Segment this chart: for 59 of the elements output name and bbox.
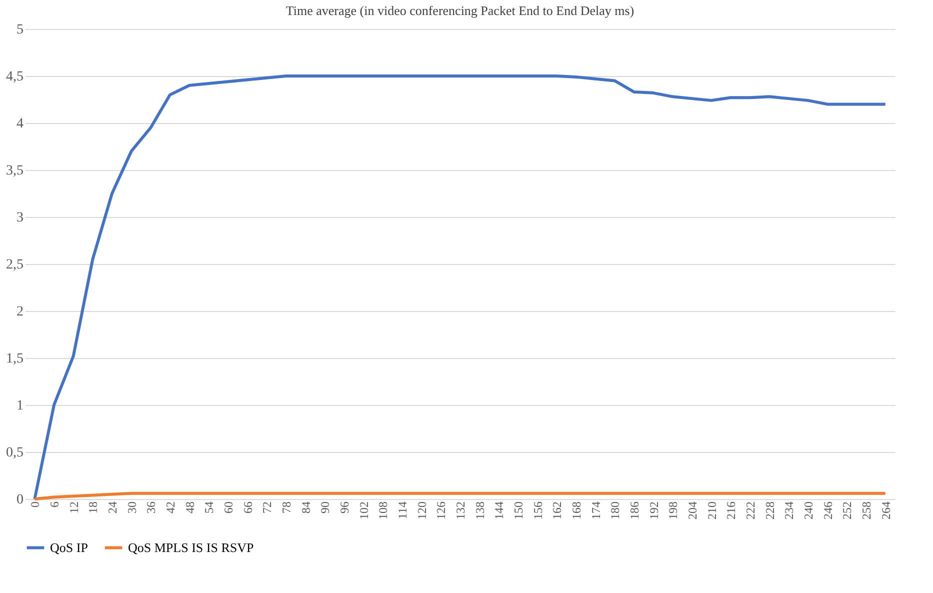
x-tick-label: 6 xyxy=(48,502,62,508)
x-tick-label: 210 xyxy=(704,502,719,520)
x-tick-label: 90 xyxy=(318,502,332,514)
x-tick-label: 126 xyxy=(434,502,448,520)
x-tick-label: 174 xyxy=(588,502,603,520)
x-tick-label: 96 xyxy=(338,502,352,514)
x-tick-label: 12 xyxy=(66,502,81,514)
y-tick-label: 1,5 xyxy=(6,352,24,366)
x-tick-label: 240 xyxy=(802,502,816,520)
x-tick-label: 54 xyxy=(202,502,216,514)
chart-title: Time average (in video conferencing Packet End to End Delay ms) xyxy=(286,3,634,18)
legend-label: QoS MPLS IS IS RSVP xyxy=(128,540,254,555)
y-tick-label: 5 xyxy=(16,22,24,38)
x-tick-label: 144 xyxy=(492,502,506,520)
x-tick-label: 36 xyxy=(144,502,158,514)
x-tick-label: 156 xyxy=(530,502,545,520)
x-tick-label: 102 xyxy=(356,502,371,520)
x-tick-label: 216 xyxy=(724,502,738,520)
x-tick-label: 192 xyxy=(646,502,661,520)
x-tick-label: 234 xyxy=(782,502,796,520)
x-tick-label: 222 xyxy=(744,502,758,520)
x-tick-label: 48 xyxy=(182,502,197,514)
x-tick-label: 30 xyxy=(124,502,139,514)
x-tick-label: 18 xyxy=(86,502,100,514)
x-tick-label: 84 xyxy=(298,502,313,514)
x-tick-label: 132 xyxy=(454,502,468,520)
x-tick-label: 162 xyxy=(550,502,564,520)
y-tick-label: 4,5 xyxy=(6,70,24,84)
y-tick-label: 0,5 xyxy=(6,446,24,460)
x-tick-label: 66 xyxy=(240,502,255,514)
x-tick-label: 198 xyxy=(666,502,680,520)
x-tick-label: 108 xyxy=(376,502,390,520)
x-tick-label: 180 xyxy=(608,502,622,520)
x-tick-label: 60 xyxy=(222,502,236,514)
x-tick-label: 246 xyxy=(820,502,835,520)
x-tick-label: 42 xyxy=(164,502,178,514)
x-tick-label: 264 xyxy=(878,502,893,520)
y-tick-label: 4 xyxy=(16,116,24,132)
y-tick-label: 2,5 xyxy=(6,258,24,272)
x-tick-label: 0 xyxy=(28,502,42,508)
y-tick-label: 1 xyxy=(16,398,24,414)
legend-label: QoS IP xyxy=(50,540,88,555)
x-tick-label: 78 xyxy=(280,502,294,514)
x-tick-label: 150 xyxy=(512,502,526,520)
x-tick-label: 114 xyxy=(396,502,410,520)
x-tick-label: 204 xyxy=(686,502,700,520)
x-tick-label: 252 xyxy=(840,502,854,520)
x-tick-label: 186 xyxy=(628,502,642,520)
y-tick-label: 2 xyxy=(16,304,24,320)
x-tick-label: 138 xyxy=(472,502,487,520)
x-tick-label: 168 xyxy=(570,502,584,520)
x-tick-label: 72 xyxy=(260,502,274,514)
x-tick-label: 120 xyxy=(414,502,429,520)
line-series xyxy=(33,74,887,500)
x-tick-label: 228 xyxy=(762,502,777,520)
x-tick-label: 258 xyxy=(860,502,874,520)
y-tick-label: 3 xyxy=(16,210,24,226)
x-tick-label: 24 xyxy=(106,502,120,514)
y-tick-label: 3,5 xyxy=(6,164,24,178)
